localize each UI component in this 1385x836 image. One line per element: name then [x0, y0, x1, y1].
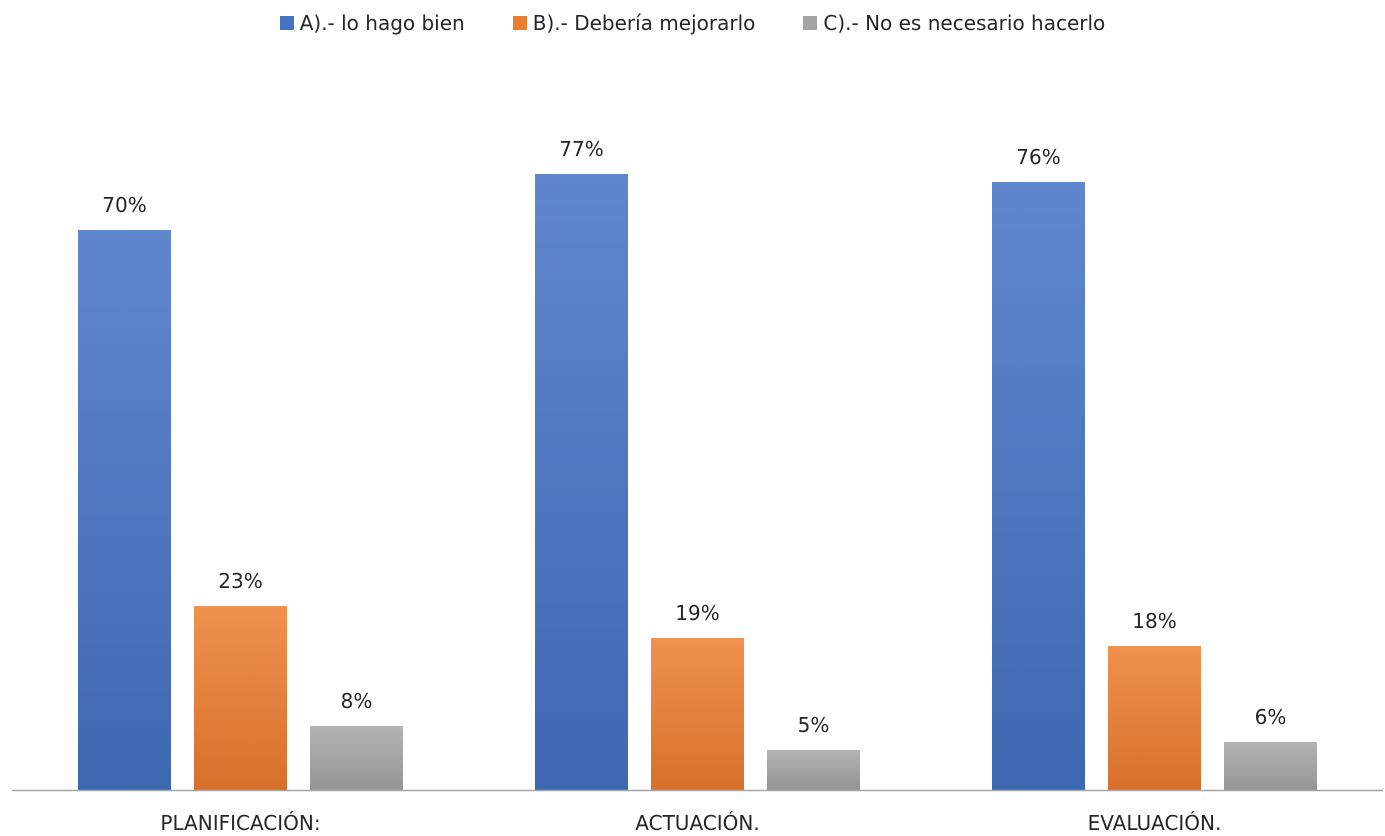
bar-a-3 — [992, 182, 1085, 790]
bar-c-2 — [767, 750, 860, 790]
category-label-3: EVALUACIÓN. — [1088, 811, 1222, 835]
bars-group — [78, 174, 1317, 790]
legend-swatch-c — [803, 16, 818, 30]
legend-label-b: B).- Debería mejorarlo — [532, 11, 756, 35]
legend-item-a: A).- lo hago bien — [279, 11, 465, 35]
legend-swatch-a — [279, 16, 294, 30]
category-labels-group: PLANIFICACIÓN: ACTUACIÓN. EVALUACIÓN. — [160, 811, 1221, 835]
legend-swatch-b — [512, 16, 527, 30]
data-label-a-2: 77% — [559, 137, 603, 161]
bar-a-1 — [78, 230, 171, 790]
data-label-a-3: 76% — [1016, 145, 1060, 169]
legend-item-c: C).- No es necesario hacerlo — [803, 11, 1105, 35]
bar-b-2 — [651, 638, 744, 790]
bar-a-2 — [535, 174, 628, 790]
data-label-c-1: 8% — [341, 689, 373, 713]
legend-label-c: C).- No es necesario hacerlo — [823, 11, 1106, 35]
data-labels-group: 70% 23% 8% 77% 19% 5% 76% 18% 6% — [102, 137, 1286, 737]
legend: A).- lo hago bien B).- Debería mejorarlo… — [0, 8, 1385, 38]
data-label-b-2: 19% — [675, 601, 719, 625]
data-label-b-3: 18% — [1132, 609, 1176, 633]
data-label-c-2: 5% — [798, 713, 830, 737]
bar-b-3 — [1108, 646, 1201, 790]
legend-label-a: A).- lo hago bien — [299, 11, 465, 35]
bar-b-1 — [194, 606, 287, 790]
data-label-b-1: 23% — [218, 569, 262, 593]
bar-c-1 — [310, 726, 403, 790]
legend-item-b: B).- Debería mejorarlo — [512, 11, 756, 35]
category-label-2: ACTUACIÓN. — [635, 811, 759, 835]
category-label-1: PLANIFICACIÓN: — [160, 811, 320, 835]
data-label-c-3: 6% — [1255, 705, 1287, 729]
bar-c-3 — [1224, 742, 1317, 790]
data-label-a-1: 70% — [102, 193, 146, 217]
